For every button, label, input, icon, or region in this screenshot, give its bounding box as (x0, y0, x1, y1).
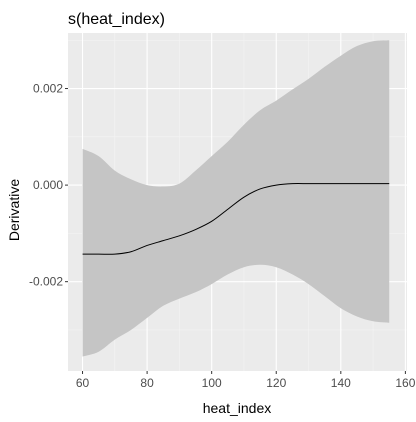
y-tick-label: 0.002 (33, 82, 63, 96)
confidence-band (82, 40, 390, 357)
y-axis-ticks: -0.002 0.000 0.002 (29, 82, 68, 289)
chart-title: s(heat_index) (68, 11, 165, 28)
x-tick-label: 100 (202, 376, 222, 390)
y-tick-label: 0.000 (33, 178, 63, 192)
x-tick-label: 80 (140, 376, 154, 390)
x-axis-ticks: 60 80 100 120 140 160 (76, 371, 416, 390)
y-tick-label: -0.002 (29, 275, 63, 289)
y-axis-title: Derivative (6, 179, 22, 241)
x-tick-label: 160 (395, 376, 415, 390)
x-axis-title: heat_index (203, 400, 272, 416)
derivative-line (82, 183, 390, 255)
x-tick-label: 140 (331, 376, 351, 390)
x-tick-label: 120 (266, 376, 286, 390)
x-tick-label: 60 (76, 376, 90, 390)
